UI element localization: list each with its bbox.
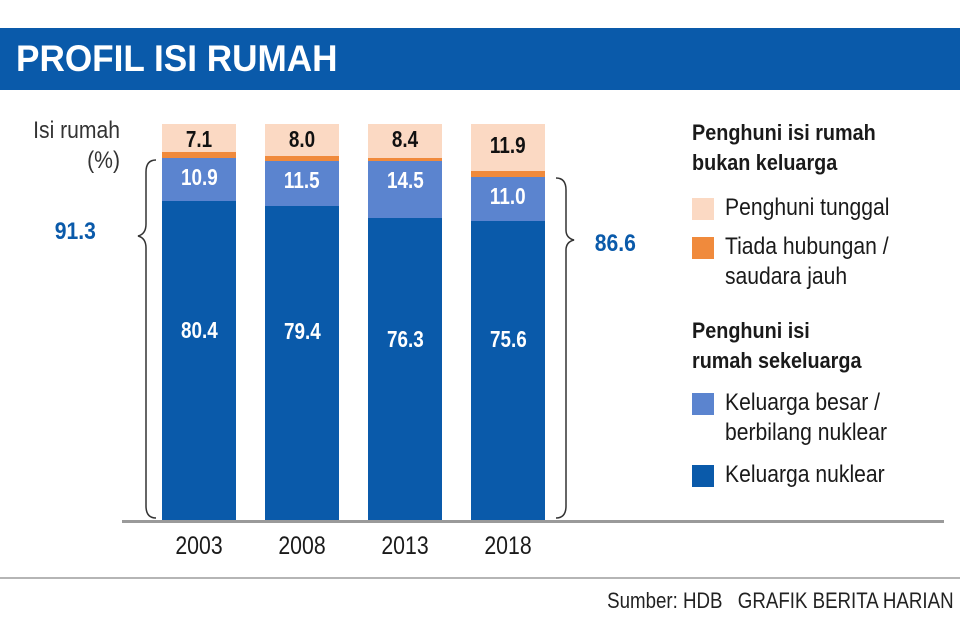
bar-2003: 7.1 10.9 80.4	[162, 124, 236, 521]
legend-group-title-line: rumah sekeluarga	[692, 348, 862, 373]
value-nuclear: 76.3	[386, 326, 424, 352]
x-axis-baseline	[122, 520, 944, 523]
segment-single: 8.0	[265, 124, 339, 156]
legend-label-line: berbilang nuklear	[725, 419, 888, 446]
legend-swatch-single	[692, 198, 714, 220]
bar-2008: 8.0 11.5 79.4	[265, 124, 339, 521]
y-axis-label: Isi rumah (%)	[23, 116, 120, 176]
x-tick-2003: 2003	[175, 532, 223, 560]
segment-extended: 14.5	[368, 161, 442, 218]
legend-group-family-title: Penghuni isi rumah sekeluarga	[692, 316, 861, 376]
legend-label-line: Keluarga besar /	[725, 389, 880, 416]
y-axis-label-line2: (%)	[87, 147, 120, 174]
legend-swatch-nonrel	[692, 237, 714, 259]
bar-2013: 8.4 14.5 76.3	[368, 124, 442, 521]
left-bracket-total: 91.3	[54, 218, 96, 245]
legend-label-single: Penghuni tunggal	[725, 194, 890, 221]
legend-item-nonrel: Tiada hubungan / saudara jauh	[692, 232, 911, 292]
value-single: 8.4	[391, 126, 419, 152]
x-tick-2013: 2013	[381, 532, 429, 560]
chart-title: PROFIL ISI RUMAH	[16, 38, 338, 79]
value-extended: 14.5	[386, 167, 424, 193]
legend-label-line: saudara jauh	[725, 263, 848, 290]
segment-extended: 11.0	[471, 177, 545, 221]
x-tick-2018: 2018	[484, 532, 532, 560]
legend-item-extended: Keluarga besar / berbilang nuklear	[692, 388, 909, 448]
x-tick-2008: 2008	[278, 532, 326, 560]
segment-nonrel	[471, 171, 545, 177]
segment-single: 11.9	[471, 124, 545, 171]
right-bracket-total: 86.6	[594, 230, 636, 257]
legend-group-title-line: Penghuni isi rumah	[692, 120, 876, 145]
segment-nonrel	[162, 152, 236, 158]
source-text: Sumber: HDB	[607, 588, 723, 613]
segment-nuclear: 75.6	[471, 221, 545, 521]
title-bar: PROFIL ISI RUMAH	[0, 28, 960, 90]
legend-group-title-line: bukan keluarga	[692, 150, 838, 175]
segment-nonrel	[265, 156, 339, 161]
segment-nuclear: 79.4	[265, 206, 339, 521]
value-single: 8.0	[288, 126, 316, 152]
value-extended: 11.0	[490, 183, 526, 209]
legend-item-single: Penghuni tunggal	[692, 193, 912, 223]
left-bracket-icon	[137, 159, 157, 519]
legend-item-nuclear: Keluarga nuklear	[692, 460, 906, 490]
segment-extended: 11.5	[265, 161, 339, 206]
legend-group-nonfamily-title: Penghuni isi rumah bukan keluarga	[692, 118, 876, 178]
segment-extended: 10.9	[162, 158, 236, 201]
y-axis-label-line1: Isi rumah	[33, 117, 120, 144]
legend-label-nonrel: Tiada hubungan / saudara jauh	[725, 232, 889, 292]
footer-credits: Sumber: HDB GRAFIK BERITA HARIAN	[608, 588, 954, 614]
credit-text: GRAFIK BERITA HARIAN	[738, 588, 954, 613]
value-single: 7.1	[185, 126, 213, 152]
legend-swatch-nuclear	[692, 465, 714, 487]
segment-nuclear: 76.3	[368, 218, 442, 521]
legend-label-extended: Keluarga besar / berbilang nuklear	[725, 388, 887, 448]
right-bracket-icon	[555, 177, 575, 519]
segment-single: 8.4	[368, 124, 442, 158]
segment-nuclear: 80.4	[162, 201, 236, 521]
bar-2018: 11.9 11.0 75.6	[471, 124, 545, 521]
value-extended: 10.9	[180, 164, 218, 190]
value-nuclear: 80.4	[180, 317, 218, 343]
segment-single: 7.1	[162, 124, 236, 152]
footer-divider	[0, 577, 960, 579]
value-single: 11.9	[490, 132, 526, 158]
value-extended: 11.5	[284, 167, 320, 193]
segment-nonrel	[368, 158, 442, 161]
value-nuclear: 79.4	[283, 318, 321, 344]
legend-swatch-extended	[692, 393, 714, 415]
legend-group-title-line: Penghuni isi	[692, 318, 810, 343]
legend-label-nuclear: Keluarga nuklear	[725, 461, 885, 488]
legend-label-line: Tiada hubungan /	[725, 233, 889, 260]
value-nuclear: 75.6	[489, 326, 527, 352]
